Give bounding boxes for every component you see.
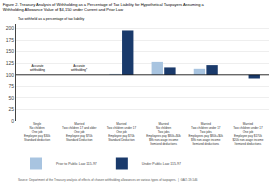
svg-text:MarriedTwo children under 17On: MarriedTwo children under 17One jobEmplo…: [107, 122, 137, 142]
svg-text:50: 50: [8, 95, 14, 101]
svg-text:SingleNo childrenOne jobEmploy: SingleNo childrenOne jobEmployee pay $30…: [24, 122, 51, 142]
svg-text:0: 0: [11, 118, 14, 124]
svg-text:Figure 2. Treasury Analysis of: Figure 2. Treasury Analysis of Withholdi…: [3, 2, 205, 12]
svg-text:Under Public Law 115-97: Under Public Law 115-97: [142, 162, 181, 166]
svg-text:Prior to Public Law 115-97: Prior to Public Law 115-97: [56, 162, 97, 166]
svg-text:200: 200: [6, 25, 15, 31]
svg-text:MarriedTwo children under 17On: MarriedTwo children under 17One jobEmplo…: [232, 122, 263, 146]
svg-text:MarriedTwo children 17 and old: MarriedTwo children 17 and olderOne jobE…: [62, 122, 96, 142]
svg-text:Accuratewithholding*: Accuratewithholding*: [71, 64, 88, 72]
svg-text:100: 100: [6, 72, 15, 78]
svg-text:Source: Department of the Trea: Source: Department of the Treasury analy…: [18, 178, 198, 182]
svg-text:25: 25: [8, 106, 14, 112]
svg-text:125: 125: [6, 60, 15, 66]
svg-text:MarriedNo childrenTwo jobsEmpl: MarriedNo childrenTwo jobsEmployees pay …: [146, 122, 181, 146]
svg-text:Tax withheld as a percentage o: Tax withheld as a percentage of tax liab…: [18, 17, 85, 21]
svg-text:MarriedTwo children under 17Tw: MarriedTwo children under 17Two jobsEmpl…: [189, 122, 224, 146]
svg-text:150: 150: [6, 48, 15, 54]
svg-text:Accuratewithholding: Accuratewithholding: [30, 64, 45, 72]
svg-text:175: 175: [6, 37, 15, 43]
svg-text:75: 75: [8, 83, 14, 89]
